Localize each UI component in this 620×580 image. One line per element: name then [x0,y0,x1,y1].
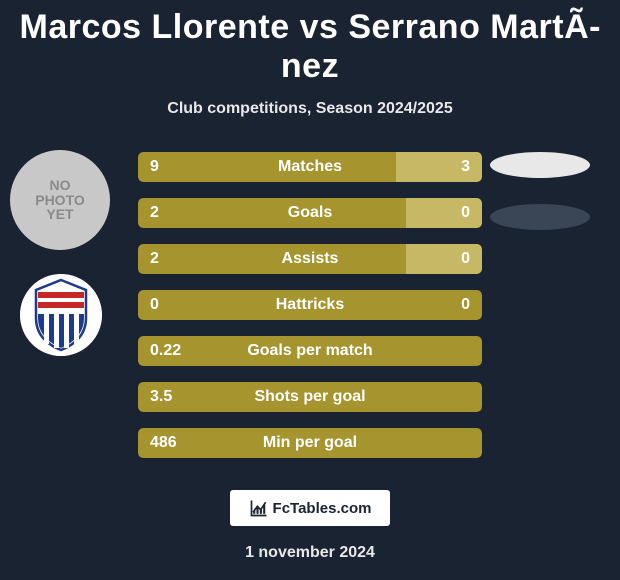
player2-column [490,152,600,256]
comparison-chart: NO PHOTO YET 93Matches 20Goals 20Assists 00… [0,148,620,478]
no-photo-line2: PHOTO [35,193,85,208]
no-photo-line3: YET [46,207,73,222]
page-title: Marcos Llorente vs Serrano MartÃ­nez [0,0,620,86]
stats-bars: 93Matches 20Goals 20Assists 00Hattricks 0.22… [138,152,482,474]
stat-label: Goals [138,198,482,228]
stat-row: 93Matches [138,152,482,182]
atletico-badge-icon [20,274,102,356]
stat-row: 20Goals [138,198,482,228]
stat-row: 3.5Shots per goal [138,382,482,412]
player1-column: NO PHOTO YET [10,148,120,356]
stat-row: 20Assists [138,244,482,274]
date-text: 1 november 2024 [0,544,620,562]
player1-club-badge [20,274,102,356]
stat-label: Shots per goal [138,382,482,412]
chart-icon [249,498,269,518]
stat-row: 0.22Goals per match [138,336,482,366]
brand-text: FcTables.com [273,500,372,517]
stat-label: Assists [138,244,482,274]
no-photo-line1: NO [50,178,71,193]
player2-club-ellipse [490,204,590,230]
stat-label: Matches [138,152,482,182]
player1-photo-placeholder: NO PHOTO YET [10,150,110,250]
player2-photo-ellipse [490,152,590,178]
stat-label: Hattricks [138,290,482,320]
stat-row: 486Min per goal [138,428,482,458]
stat-row: 00Hattricks [138,290,482,320]
stat-label: Goals per match [138,336,482,366]
brand-badge: FcTables.com [230,490,390,526]
subtitle: Club competitions, Season 2024/2025 [0,100,620,118]
stat-label: Min per goal [138,428,482,458]
